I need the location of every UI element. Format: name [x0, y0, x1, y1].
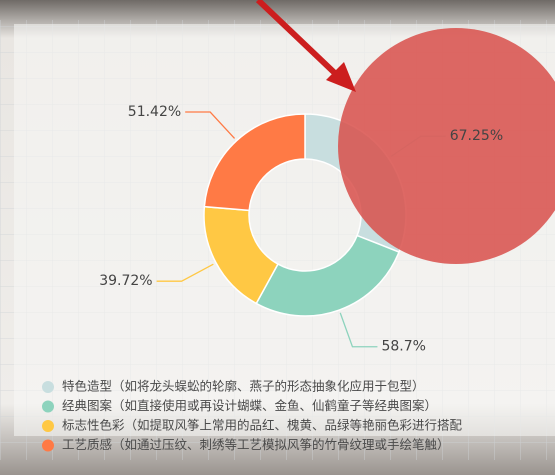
legend-swatch: [42, 439, 54, 452]
legend-label: 经典图案（如直接使用或再设计蝴蝶、金鱼、仙鹤童子等经典图案）: [62, 398, 437, 413]
data-labels: 67.25% 58.7% 39.72% 51.42%: [99, 104, 503, 355]
data-label: 51.42%: [128, 104, 181, 120]
data-label: 39.72%: [99, 273, 152, 289]
legend-label: 工艺质感（如通过压纹、刺绣等工艺模拟风筝的竹骨纹理或手绘笔触）: [62, 437, 450, 452]
leader-line: [339, 312, 378, 348]
legend: 特色造型（如将龙头蜈蚣的轮廓、燕子的形态抽象化应用于包型） 经典图案（如直接使用或…: [42, 379, 463, 452]
arrow-shaft: [255, 0, 343, 81]
arrow-head: [326, 62, 356, 92]
legend-swatch: [42, 400, 54, 413]
leader-line: [185, 111, 236, 139]
data-label: 67.25%: [450, 128, 503, 144]
legend-swatch: [42, 420, 54, 432]
highlight-circle: [338, 28, 555, 264]
legend-label: 标志性色彩（如提取风筝上常用的品红、槐黄、品绿等艳丽色彩进行搭配: [62, 418, 463, 433]
donut-segment: [255, 234, 400, 317]
data-label: 58.7%: [381, 339, 425, 355]
legend-label: 特色造型（如将龙头蜈蚣的轮廓、燕子的形态抽象化应用于包型）: [62, 379, 425, 394]
leader-line: [156, 263, 214, 282]
donut-segment: [203, 113, 306, 212]
legend-swatch: [42, 381, 54, 393]
